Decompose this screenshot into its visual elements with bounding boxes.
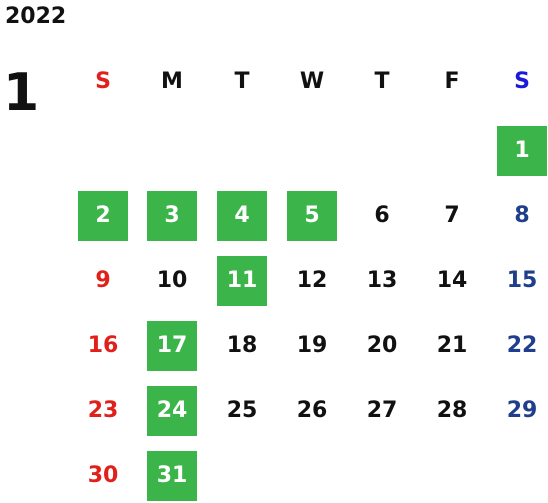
day-cell[interactable]: 16 bbox=[87, 333, 119, 358]
day-cell[interactable]: 11 bbox=[217, 256, 267, 306]
day-cell[interactable]: 5 bbox=[287, 191, 337, 241]
day-cell[interactable]: 18 bbox=[226, 333, 258, 358]
day-cell[interactable]: 25 bbox=[226, 398, 258, 423]
day-cell[interactable]: 13 bbox=[366, 268, 398, 293]
day-cell[interactable]: 20 bbox=[366, 333, 398, 358]
day-cell[interactable]: 30 bbox=[87, 463, 119, 488]
weekday-label-3: W bbox=[299, 69, 325, 94]
day-cell[interactable]: 15 bbox=[506, 268, 538, 293]
day-cell[interactable]: 9 bbox=[95, 268, 111, 293]
weekday-label-2: T bbox=[234, 69, 250, 94]
weekday-label-5: F bbox=[444, 69, 460, 94]
day-cell[interactable]: 29 bbox=[506, 398, 538, 423]
day-cell[interactable]: 8 bbox=[514, 203, 530, 228]
day-cell[interactable]: 14 bbox=[436, 268, 468, 293]
day-cell[interactable]: 26 bbox=[296, 398, 328, 423]
day-cell[interactable]: 7 bbox=[444, 203, 460, 228]
day-cell[interactable]: 23 bbox=[87, 398, 119, 423]
day-cell[interactable]: 10 bbox=[156, 268, 188, 293]
day-cell[interactable]: 3 bbox=[147, 191, 197, 241]
day-cell[interactable]: 6 bbox=[374, 203, 390, 228]
month-number: 1 bbox=[3, 63, 40, 123]
day-cell[interactable]: 17 bbox=[147, 321, 197, 371]
weekday-label-6: S bbox=[514, 69, 530, 94]
day-cell[interactable]: 4 bbox=[217, 191, 267, 241]
day-cell[interactable]: 2 bbox=[78, 191, 128, 241]
day-cell[interactable]: 21 bbox=[436, 333, 468, 358]
year-label: 2022 bbox=[5, 4, 67, 29]
day-cell[interactable]: 12 bbox=[296, 268, 328, 293]
day-cell[interactable]: 27 bbox=[366, 398, 398, 423]
weekday-label-1: M bbox=[161, 69, 183, 94]
day-cell[interactable]: 22 bbox=[506, 333, 538, 358]
day-cell[interactable]: 31 bbox=[147, 451, 197, 501]
day-cell[interactable]: 24 bbox=[147, 386, 197, 436]
weekday-label-4: T bbox=[374, 69, 390, 94]
weekday-label-0: S bbox=[95, 69, 111, 94]
day-cell[interactable]: 28 bbox=[436, 398, 468, 423]
day-cell[interactable]: 19 bbox=[296, 333, 328, 358]
day-cell[interactable]: 1 bbox=[497, 126, 547, 176]
